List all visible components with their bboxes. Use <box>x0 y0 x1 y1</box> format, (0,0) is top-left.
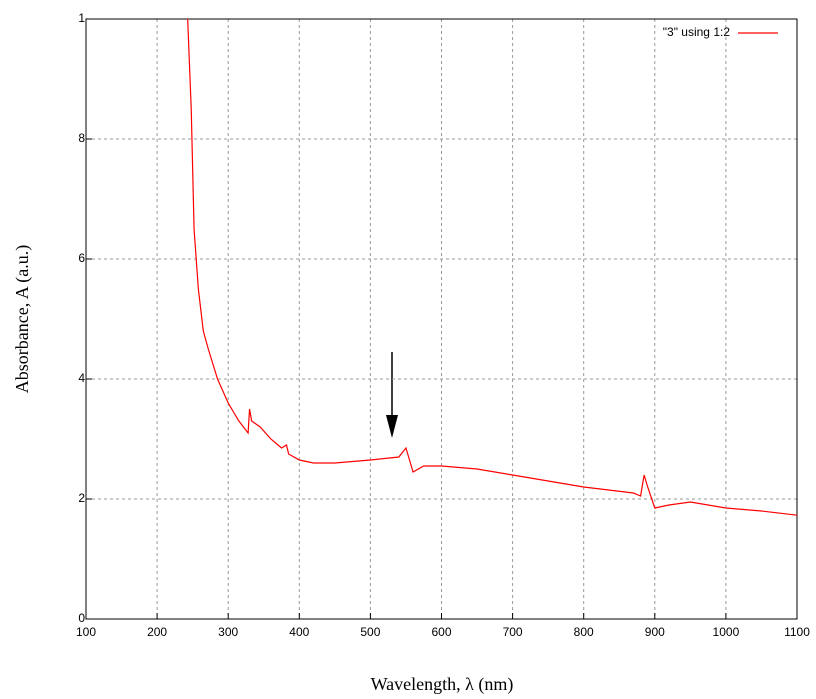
x-tick-label: 400 <box>289 625 309 639</box>
y-tick-labels: 0 0.02 0.04 0.06 0.08 0.1 <box>62 11 86 625</box>
x-tick-label: 1000 <box>713 625 740 639</box>
x-tick-label: 900 <box>645 625 665 639</box>
plot-frame <box>85 18 798 620</box>
x-tick-label: 1100 <box>784 625 810 639</box>
x-axis-label: Wavelength, λ (nm) <box>371 674 514 695</box>
data-line <box>187 18 798 516</box>
x-tick-label: 700 <box>503 625 523 639</box>
arrow <box>386 352 398 438</box>
y-tick-label: 0.1 <box>68 11 85 25</box>
x-tick-label: 200 <box>147 625 167 639</box>
x-tick-label: 800 <box>574 625 594 639</box>
y-tick-label: 0 <box>78 611 85 625</box>
x-tick-label: 300 <box>218 625 238 639</box>
x-tick-label: 100 <box>76 625 96 639</box>
x-tick-label: 600 <box>431 625 451 639</box>
y-tick-label: 0.02 <box>62 491 86 505</box>
legend-label: "3" using 1:2 <box>663 25 731 39</box>
y-tick-label: 0.08 <box>62 131 86 145</box>
y-tick-label: 0.04 <box>62 371 86 385</box>
y-axis-label: Absorbance, A (a.u.) <box>12 245 33 393</box>
x-tick-label: 500 <box>360 625 380 639</box>
y-tick-label: 0.06 <box>62 251 86 265</box>
